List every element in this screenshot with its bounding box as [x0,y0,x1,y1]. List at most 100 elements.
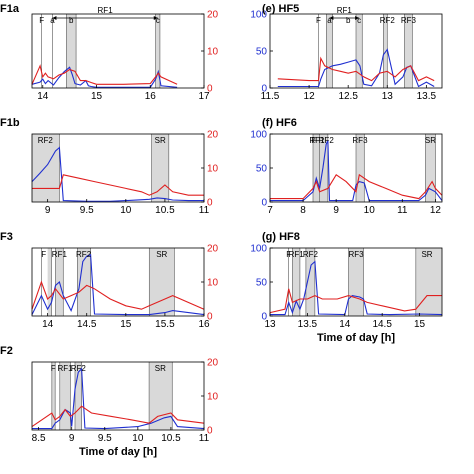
y-tick-label-right: 0 [207,84,213,95]
segment-label: F [39,16,44,25]
series-red-line [270,173,443,200]
segment-label: RF2 [380,16,396,25]
plot-frame [31,13,205,89]
y-tick-label-left: 50 [256,47,268,58]
x-tick-label: 14.5 [77,319,97,330]
shaded-region [404,14,413,88]
segment-label: RF1 [289,250,305,259]
y-tick-label-left: 100 [250,244,267,255]
x-tick-label: 12 [430,205,442,216]
series-blue-line [270,140,443,202]
shaded-region [149,362,173,430]
x-tick-label: 16 [198,319,210,330]
segment-label: c [357,16,361,25]
y-tick-label-right: 10 [207,47,219,58]
segment-label: a [50,16,55,25]
series-red-line [31,280,205,310]
segment-label: b [346,16,351,25]
range-arrow-label: RF1 [337,6,353,15]
y-tick-label-right: 0 [207,312,213,323]
x-tick-label: 10.5 [161,433,181,444]
x-tick-label: 14 [42,319,54,330]
y-tick-label-right: 20 [207,130,219,141]
y-tick-label-right: 10 [207,392,219,403]
shaded-region [59,362,71,430]
series-red-line [277,56,435,82]
y-tick-label-left: 0 [261,312,267,323]
segment-label: RF3 [352,136,368,145]
series-blue-line [270,260,443,316]
x-tick-label: 9 [333,205,339,216]
x-tick-label: 11 [199,205,210,216]
y-tick-label-right: 10 [207,164,219,175]
x-tick-label: 16 [145,91,157,102]
x-tick-label: 9 [45,205,51,216]
panel-title: (g) HF8 [262,231,300,243]
x-tick-label: 12 [304,91,316,102]
shaded-region [75,362,82,430]
x-tick-label: 7 [267,205,273,216]
series-red-line [32,174,204,196]
shaded-region [149,248,175,316]
shaded-region [305,248,315,316]
x-tick-label: 14.5 [372,319,392,330]
shaded-region [32,134,60,202]
segment-label: F [316,16,321,25]
x-tick-label: 10 [120,205,132,216]
x-tick-label: 9 [69,433,75,444]
segment-label: RF2 [76,250,92,259]
x-tick-label: 11 [397,205,408,216]
y-tick-label-right: 0 [207,198,213,209]
arrow-head-right [153,16,158,20]
segment-label: SR [156,250,167,259]
shaded-region [313,134,320,202]
y-tick-label-right: 20 [207,358,219,369]
shaded-region [292,248,300,316]
panel-title: F1b [0,117,20,129]
y-tick-label-right: 10 [207,278,219,289]
segment-label: c [156,16,160,25]
segment-label: RF2 [71,364,87,373]
shaded-region [356,14,363,88]
y-tick-label-left: 0 [261,84,267,95]
panel-2: 9 9.5 10 10.5 110 10 20 RF2 SR F1b [0,117,219,216]
panel-title: (e) HF5 [262,3,299,15]
segment-label: F [51,364,56,373]
segment-label: SR [155,364,166,373]
x-tick-label: 10 [364,205,376,216]
series-red-line [31,64,178,85]
segment-label: RF3 [401,16,417,25]
x-tick-label: 15 [414,319,426,330]
segment-label: SR [425,136,436,145]
series-red-line [31,405,205,428]
shaded-region [425,134,436,202]
shaded-region [383,14,388,88]
x-tick-label: 13.5 [298,319,318,330]
x-tick-label: 10 [132,433,144,444]
segment-label: RF1 [58,364,74,373]
y-tick-label-right: 0 [207,426,213,437]
shaded-region [66,14,77,88]
y-tick-label-left: 100 [250,10,267,21]
shaded-region [319,134,328,202]
segment-label: RF1 [309,136,325,145]
panel-title: F3 [0,231,13,243]
shaded-region [51,362,56,430]
segment-label: RF2 [38,136,54,145]
panel-title: F2 [0,345,13,357]
segment-label: RF3 [348,250,364,259]
shaded-region [326,14,333,88]
shaded-region [155,14,160,88]
segment-label: RF2 [319,136,335,145]
segment-label: F [286,250,291,259]
x-tick-label: 10.5 [155,205,175,216]
y-tick-label-left: 0 [261,198,267,209]
arrow-head-right [355,16,360,20]
x-tick-label: 14 [37,91,49,102]
segment-label: F [41,250,46,259]
arrow-head-left [329,16,334,20]
